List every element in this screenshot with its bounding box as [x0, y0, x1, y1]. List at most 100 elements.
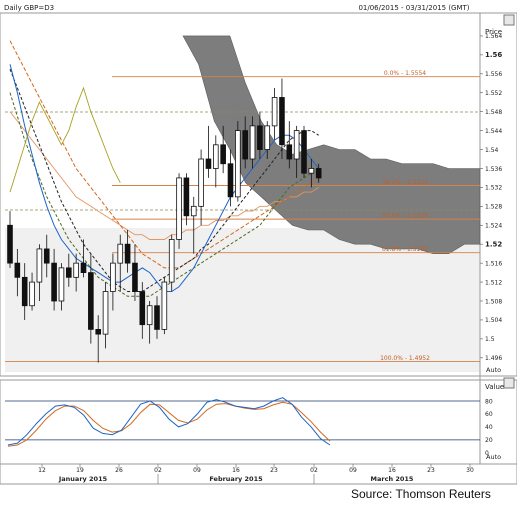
price-tick-label-4: 1.548 [485, 109, 502, 116]
candle-body-13 [102, 291, 109, 335]
osc-tick-label-0: 80 [485, 398, 493, 405]
oscillator-panel [5, 397, 480, 447]
candle-body-40 [301, 130, 307, 174]
candle-body-14 [110, 262, 116, 292]
price-tick-label-11: 1.52 [485, 241, 502, 249]
price-auto-label: Auto [486, 366, 501, 374]
fib-label-1: 38.2% - 1.5324 [382, 179, 428, 186]
month-label-1: February 2015 [209, 475, 263, 483]
price-tick-label-14: 1.508 [485, 298, 502, 305]
price-tick-label-3: 1.552 [485, 90, 502, 97]
osc-tick-label-4: 0 [485, 450, 489, 457]
osc-axis-label: Value [485, 383, 504, 391]
candle-body-6 [51, 262, 57, 302]
osc-panel-toggle-icon [503, 377, 515, 389]
price-tick-label-7: 1.536 [485, 166, 502, 173]
day-tick-label-0: 12 [38, 467, 46, 474]
candle-body-27 [205, 158, 212, 169]
overlay-dark-dashed [9, 68, 319, 292]
chart-header-date-range: 01/06/2015 - 03/31/2015 (GMT) [358, 4, 469, 12]
candle-body-4 [36, 248, 43, 283]
price-tick-label-17: 1.496 [485, 355, 502, 362]
fib-label-0: 0.0% - 1.5554 [384, 70, 426, 77]
day-tick-label-6: 23 [270, 467, 278, 474]
price-axis-label: Price [485, 28, 502, 36]
candle-body-7 [58, 267, 65, 302]
candle-body-30 [227, 163, 234, 198]
price-tick-label-9: 1.528 [485, 204, 502, 211]
day-tick-label-4: 09 [193, 467, 201, 474]
fibonacci-levels: 0.0% - 1.5554 38.2% - 1.5324 50.0% - 1.525… [5, 70, 480, 362]
candle-body-8 [66, 267, 72, 278]
osc-tick-label-1: 60 [485, 411, 493, 418]
day-tick-label-1: 19 [76, 467, 84, 474]
candle-body-32 [242, 130, 249, 160]
price-tick-label-15: 1.504 [485, 317, 502, 324]
price-tick-label-13: 1.512 [485, 279, 502, 286]
price-tick-label-2: 1.556 [485, 71, 502, 78]
axes: 1.564 1.56 1.556 1.552 1.548 1.544 1.54 1.536 1.… [38, 33, 502, 484]
candle-body-35 [264, 125, 271, 150]
overlay-orange-thin [9, 111, 319, 240]
fib-label-3: 61.8% - 1.5182 [382, 246, 428, 253]
candle-body-3 [29, 281, 35, 307]
month-label-2: March 2015 [371, 475, 414, 483]
candle-body-23 [176, 177, 182, 240]
candle-body-33 [249, 125, 256, 160]
day-tick-label-3: 02 [154, 467, 162, 474]
candle-body-29 [220, 144, 226, 165]
candle-body-12 [95, 328, 102, 335]
price-tick-label-6: 1.54 [485, 147, 499, 154]
osc-orange-line [7, 401, 331, 447]
overlay-olive-line [9, 86, 121, 193]
osc-auto-label: Auto [486, 453, 501, 461]
candle-body-19 [146, 305, 153, 326]
candle-body-9 [73, 262, 79, 278]
candle-body-28 [212, 144, 219, 169]
day-tick-label-11: 30 [466, 467, 474, 474]
candle-body-2 [21, 276, 28, 307]
candle-body-15 [117, 243, 124, 264]
price-panel-lower-shade [5, 228, 480, 372]
candle-body-36 [271, 97, 278, 127]
day-tick-label-7: 02 [310, 467, 318, 474]
day-tick-label-2: 26 [115, 467, 123, 474]
candle-body-5 [43, 248, 50, 264]
candle-body-10 [80, 262, 87, 273]
candle-body-37 [279, 97, 285, 146]
candle-body-16 [124, 243, 131, 264]
candle-body-24 [183, 177, 190, 217]
candlesticks [7, 78, 322, 363]
candle-body-38 [286, 144, 293, 160]
candle-body-25 [190, 205, 197, 217]
candle-body-20 [154, 305, 160, 330]
candle-body-41 [308, 168, 315, 174]
source-credit: Source: Thomson Reuters [351, 487, 491, 501]
price-tick-label-5: 1.544 [485, 128, 502, 135]
price-tick-label-8: 1.532 [485, 185, 502, 192]
osc-blue-line [7, 397, 331, 446]
day-tick-label-5: 16 [232, 467, 240, 474]
day-tick-label-9: 16 [388, 467, 396, 474]
osc-tick-label-2: 40 [485, 424, 493, 431]
fib-label-4: 100.0% - 1.4952 [380, 355, 430, 362]
candle-body-31 [235, 130, 241, 198]
price-tick-label-0: 1.564 [485, 33, 502, 40]
candle-body-17 [132, 262, 138, 292]
day-tick-label-8: 09 [349, 467, 357, 474]
candle-body-21 [161, 281, 168, 330]
month-label-0: January 2015 [58, 475, 108, 483]
price-tick-label-1: 1.56 [485, 51, 502, 59]
oscillator-panel-border [0, 379, 517, 465]
candle-body-1 [14, 262, 21, 278]
candle-body-26 [198, 158, 204, 207]
candle-body-39 [293, 130, 300, 160]
overlay-orange-dashed [9, 40, 319, 269]
price-panel-toggle-icon [503, 14, 515, 26]
price-tick-label-10: 1.524 [485, 223, 502, 230]
fib-label-2: 50.0% - 1.5253 [382, 213, 428, 220]
osc-tick-label-3: 20 [485, 437, 493, 444]
candle-body-22 [168, 239, 175, 283]
candle-body-18 [139, 291, 146, 326]
